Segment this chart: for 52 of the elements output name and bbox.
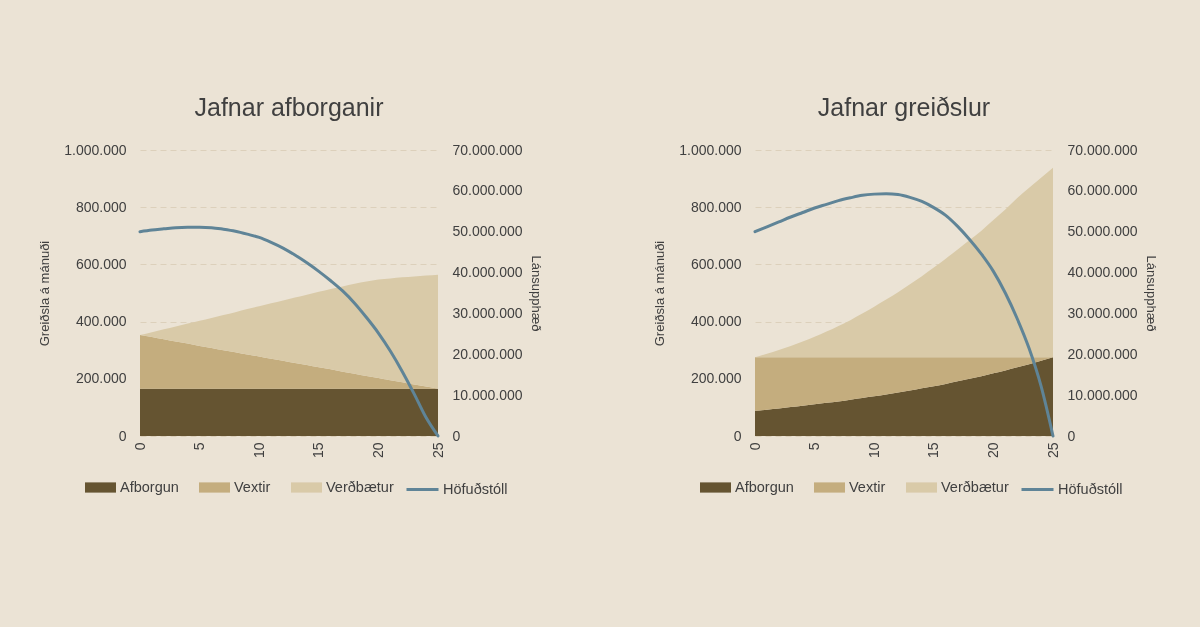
y-axis-title: Greiðsla á mánuði <box>652 240 668 347</box>
x-tick-label: 25 <box>429 442 446 459</box>
y-tick-label: 200.000 <box>75 370 127 387</box>
x-tick-label: 15 <box>925 442 942 459</box>
x-tick-label: 0 <box>746 442 763 451</box>
legend-label: Höfuðstóll <box>443 480 508 497</box>
y2-tick-label: 40.000.000 <box>452 264 523 281</box>
x-tick-label: 15 <box>310 442 327 459</box>
y-tick-label: 600.000 <box>690 255 742 272</box>
x-tick-label: 20 <box>984 442 1001 459</box>
y-tick-label: 800.000 <box>690 198 742 215</box>
y2-tick-label: 70.000.000 <box>452 141 523 158</box>
y2-tick-label: 60.000.000 <box>1067 182 1138 199</box>
legend-label: Afborgun <box>735 478 794 495</box>
y2-axis-title: Lánsupphæð <box>1143 255 1159 332</box>
y-tick-label: 200.000 <box>690 370 742 387</box>
legend-label: Verðbætur <box>326 478 394 495</box>
y-tick-label: 1.000.000 <box>64 141 127 158</box>
x-tick-label: 5 <box>806 442 823 451</box>
y2-tick-label: 10.000.000 <box>1067 386 1138 403</box>
y2-tick-label: 50.000.000 <box>1067 223 1138 240</box>
y2-axis-title: Lánsupphæð <box>528 255 544 332</box>
y2-tick-label: 30.000.000 <box>452 304 523 321</box>
y-axis-title: Greiðsla á mánuði <box>37 240 53 347</box>
legend-label: Verðbætur <box>941 478 1009 495</box>
y-tick-label: 600.000 <box>75 255 127 272</box>
chart-title: Jafnar afborganir <box>194 93 384 121</box>
legend-label: Höfuðstóll <box>1058 480 1123 497</box>
x-tick-label: 10 <box>250 442 267 459</box>
y2-tick-label: 40.000.000 <box>1067 264 1138 281</box>
x-tick-label: 25 <box>1044 442 1061 459</box>
x-tick-label: 0 <box>131 442 148 451</box>
legend-label: Vextir <box>849 478 886 495</box>
y-tick-label: 1.000.000 <box>679 141 742 158</box>
y-tick-label: 400.000 <box>690 313 742 330</box>
y2-tick-label: 10.000.000 <box>452 386 523 403</box>
y2-tick-label: 20.000.000 <box>452 345 523 362</box>
y-tick-label: 400.000 <box>75 313 127 330</box>
y-tick-label: 800.000 <box>75 198 127 215</box>
x-tick-label: 10 <box>865 442 882 459</box>
legend-label: Vextir <box>234 478 271 495</box>
line-series <box>753 192 1055 438</box>
y2-tick-label: 70.000.000 <box>1067 141 1138 158</box>
chart-title: Jafnar greiðslur <box>817 93 991 121</box>
line-series <box>138 225 440 438</box>
y2-tick-label: 20.000.000 <box>1067 345 1138 362</box>
y2-tick-label: 30.000.000 <box>1067 304 1138 321</box>
legend-label: Afborgun <box>120 478 179 495</box>
y2-tick-label: 50.000.000 <box>452 223 523 240</box>
y2-tick-label: 60.000.000 <box>452 182 523 199</box>
x-tick-label: 20 <box>369 442 386 459</box>
x-tick-label: 5 <box>191 442 208 451</box>
